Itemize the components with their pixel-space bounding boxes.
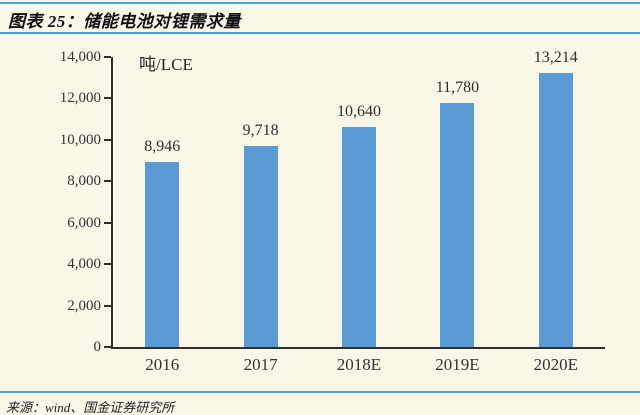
x-axis-tick-label: 2019E — [435, 355, 480, 374]
y-axis-tick-mark — [104, 180, 111, 183]
top-divider-line — [0, 2, 640, 4]
x-axis-tick-label: 2018E — [336, 355, 382, 374]
y-axis-tick-mark — [104, 221, 111, 224]
bar-value-label: 9,718 — [242, 121, 279, 139]
title-divider-line — [0, 32, 640, 34]
y-axis-unit-label: 吨/LCE — [139, 55, 193, 74]
y-axis-tick-mark — [104, 346, 111, 348]
y-axis-tick-label: 10,000 — [59, 131, 101, 148]
bar-value-label: 8,946 — [144, 137, 181, 155]
y-axis-tick-label: 0 — [93, 339, 102, 355]
bar-value-label: 11,780 — [435, 79, 480, 96]
bottom-divider-line — [0, 391, 640, 393]
x-axis-tick-label: 2016 — [145, 355, 180, 374]
y-axis-tick-label: 4,000 — [67, 256, 101, 273]
bar-chart-plot-area: 吨/LCE 0 2,000 4,000 6,000 8,000 10,000 12,000 1… — [60, 49, 605, 374]
x-axis-tick-label: 2020E — [533, 355, 578, 374]
y-axis-tick-mark — [104, 304, 111, 307]
source-note: 来源：wind、国金证券研究所 — [6, 400, 175, 415]
bar — [440, 103, 475, 347]
y-axis-tick-mark — [104, 97, 111, 100]
y-axis-tick-label: 8,000 — [67, 173, 101, 190]
bar-value-label: 10,640 — [337, 102, 381, 120]
bar — [243, 145, 278, 347]
y-axis-tick-label: 14,000 — [59, 49, 101, 65]
x-axis-tick-label: 2017 — [243, 355, 278, 374]
bar — [538, 73, 573, 347]
y-axis-tick-mark — [104, 56, 111, 58]
y-axis-tick-mark — [104, 263, 111, 266]
figure-title: 图表 25：储能电池对锂需求量 — [8, 12, 241, 31]
y-axis-tick-label: 2,000 — [67, 297, 101, 314]
y-axis-tick-label: 12,000 — [59, 90, 101, 107]
bar — [342, 126, 376, 347]
y-axis-tick-label: 6,000 — [67, 214, 101, 231]
bar — [145, 161, 180, 347]
bar-value-label: 13,214 — [533, 49, 578, 67]
y-axis-tick-mark — [104, 138, 111, 141]
